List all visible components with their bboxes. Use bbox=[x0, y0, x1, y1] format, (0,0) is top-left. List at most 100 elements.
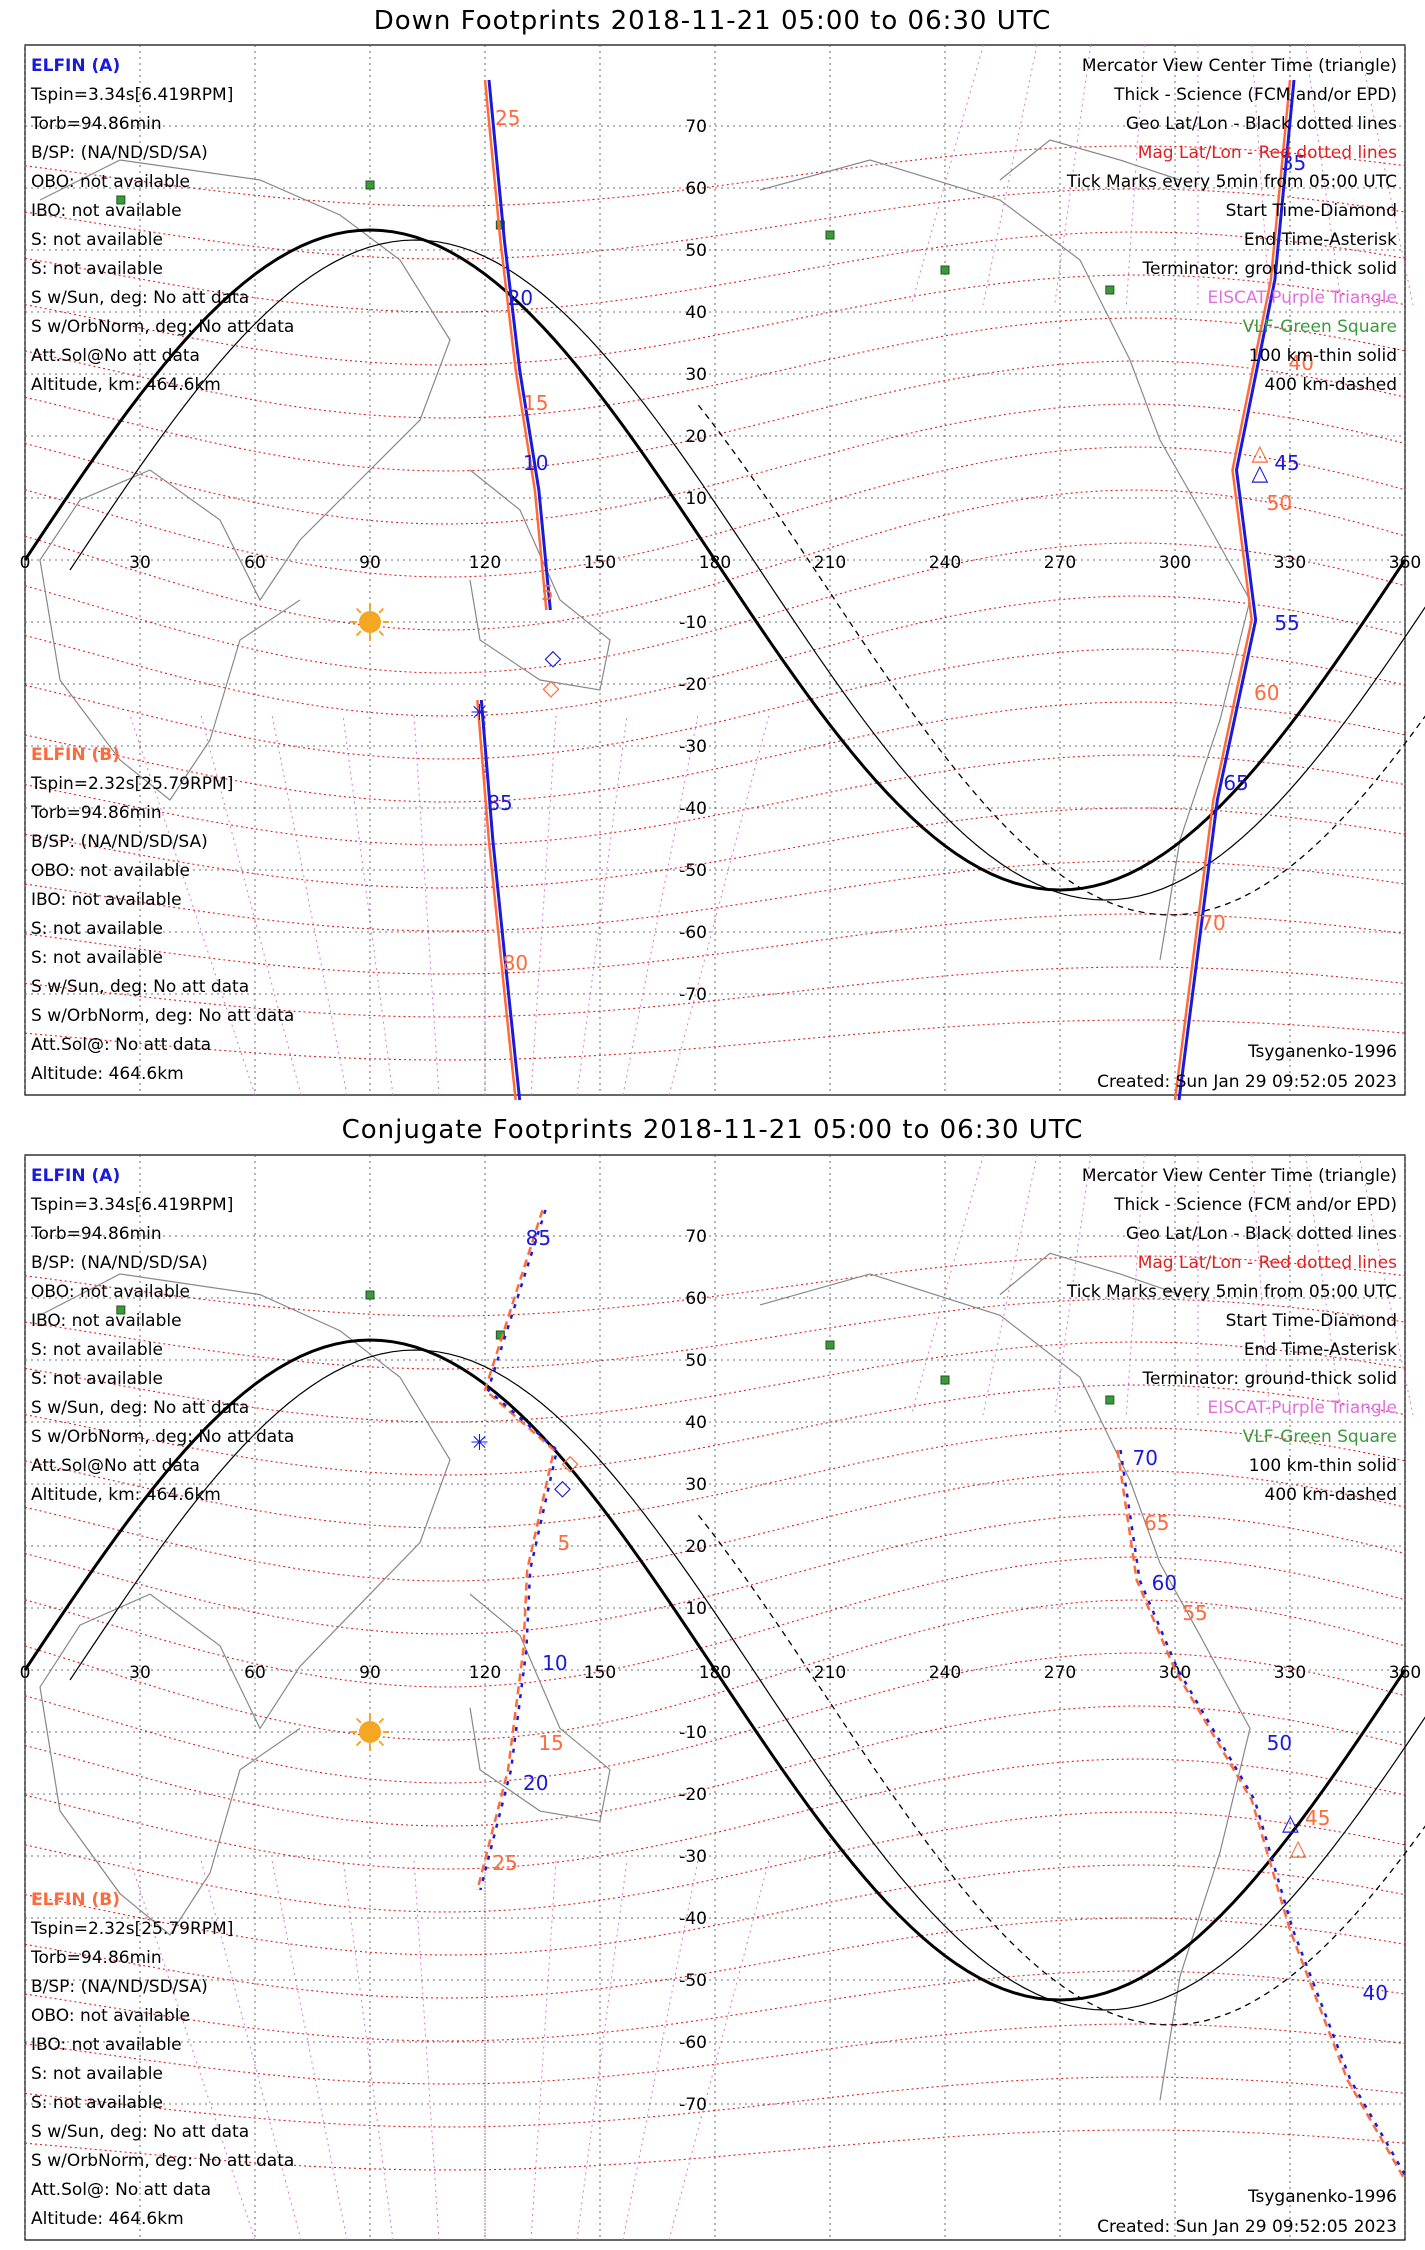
lat-tick-label: 30 bbox=[685, 1475, 707, 1495]
lat-tick-label: 10 bbox=[685, 489, 707, 509]
track-elfin-a-west bbox=[487, 79, 552, 611]
lat-tick-label: -70 bbox=[679, 985, 707, 1005]
track-tick-label: 50 bbox=[1267, 491, 1292, 515]
terminator-ground bbox=[23, 1338, 1407, 2002]
elfin-a-info-line: S w/OrbNorm, deg: No att data bbox=[31, 1427, 294, 1447]
legend-line: Thick - Science (FCM and/or EPD) bbox=[1113, 1195, 1397, 1215]
lon-tick-label: 300 bbox=[1159, 1663, 1191, 1683]
elfin-a-info-line: Att.Sol@No att data bbox=[31, 346, 200, 366]
elfin-b-info-line: Torb=94.86min bbox=[30, 1948, 162, 1968]
sun-icon bbox=[359, 611, 381, 633]
lat-tick-label: 20 bbox=[685, 427, 707, 447]
lon-tick-label: 0 bbox=[20, 1663, 31, 1683]
track-tick-label: 60 bbox=[1152, 1571, 1177, 1595]
track-tick-label: 20 bbox=[523, 1771, 548, 1795]
mag-lon-line bbox=[530, 1859, 557, 2241]
coastline bbox=[759, 1273, 1251, 2101]
legend-line: Mag Lat/Lon - Red dotted lines bbox=[1138, 143, 1397, 163]
elfin-b-label: ELFIN (B) bbox=[31, 745, 120, 765]
vlf-station-icon bbox=[116, 1305, 126, 1315]
lon-tick-label: 240 bbox=[929, 553, 961, 573]
elfin-b-info-line: S: not available bbox=[31, 2093, 163, 2113]
lon-tick-label: 60 bbox=[244, 1663, 266, 1683]
legend-line: Tick Marks every 5min from 05:00 UTC bbox=[1066, 1282, 1397, 1302]
legend-line: Mag Lat/Lon - Red dotted lines bbox=[1138, 1253, 1397, 1273]
legend-line: 400 km-dashed bbox=[1265, 375, 1397, 395]
legend-line: 400 km-dashed bbox=[1265, 1485, 1397, 1505]
elfin-a-info-line: B/SP: (NA/ND/SD/SA) bbox=[31, 1253, 208, 1273]
lon-tick-label: 210 bbox=[814, 553, 846, 573]
track-tick-label: 65 bbox=[1223, 771, 1248, 795]
lon-tick-label: 90 bbox=[359, 1663, 381, 1683]
track-tick-label: 15 bbox=[538, 1731, 563, 1755]
terminator-100km bbox=[69, 1349, 1425, 2011]
lon-tick-label: 210 bbox=[814, 1663, 846, 1683]
lat-tick-label: -60 bbox=[679, 2033, 707, 2053]
elfin-b-info-line: S w/Sun, deg: No att data bbox=[31, 977, 249, 997]
elfin-a-info-line: S: not available bbox=[31, 1340, 163, 1360]
lon-tick-label: 30 bbox=[129, 553, 151, 573]
elfin-b-info-line: B/SP: (NA/ND/SD/SA) bbox=[31, 1977, 208, 1997]
terminator-400km bbox=[697, 404, 1425, 916]
elfin-a-info-line: S: not available bbox=[31, 230, 163, 250]
sun-ray bbox=[378, 1740, 385, 1747]
elfin-b-info-line: Altitude: 464.6km bbox=[31, 2209, 184, 2229]
coastline bbox=[39, 159, 451, 801]
elfin-b-info-line: IBO: not available bbox=[31, 890, 182, 910]
elfin-a-info-line: Torb=94.86min bbox=[30, 114, 162, 134]
lon-tick-label: 150 bbox=[584, 1663, 616, 1683]
mag-lat-line bbox=[24, 2129, 1406, 2171]
legend-line: EISCAT-Purple Triangle bbox=[1207, 1398, 1397, 1418]
mag-lon-line bbox=[1054, 44, 1092, 306]
track-tick-label: 5 bbox=[541, 581, 554, 605]
track-tick-label: 70 bbox=[1200, 911, 1225, 935]
elfin-b-info-line: Altitude: 464.6km bbox=[31, 1064, 184, 1084]
mag-lat-line bbox=[24, 1298, 1406, 1370]
center-triangle-b: △ bbox=[1290, 1836, 1307, 1861]
mag-lon-line bbox=[413, 714, 440, 1096]
lat-tick-label: 30 bbox=[685, 365, 707, 385]
mag-lat-line bbox=[24, 403, 1406, 525]
created-label: Created: Sun Jan 29 09:52:05 2023 bbox=[1097, 2217, 1397, 2237]
mag-lon-line bbox=[129, 1859, 256, 2241]
legend-line: Geo Lat/Lon - Black dotted lines bbox=[1126, 114, 1397, 134]
elfin-a-info-line: S w/OrbNorm, deg: No att data bbox=[31, 317, 294, 337]
mag-lon-line bbox=[668, 714, 770, 1096]
track-tick-label: 55 bbox=[1182, 1601, 1207, 1625]
sun-ray bbox=[355, 1740, 362, 1747]
elfin-a-info-line: OBO: not available bbox=[31, 172, 190, 192]
lat-tick-label: -40 bbox=[679, 1909, 707, 1929]
vlf-station-icon bbox=[116, 195, 126, 205]
lon-tick-label: 90 bbox=[359, 553, 381, 573]
sun-icon bbox=[359, 1721, 381, 1743]
start-diamond-a: ◇ bbox=[554, 1476, 571, 1501]
coastline bbox=[759, 159, 1251, 961]
track-elfin-b-conj-east bbox=[1116, 1449, 1407, 2181]
lat-tick-label: 60 bbox=[685, 1289, 707, 1309]
lon-tick-label: 120 bbox=[469, 553, 501, 573]
mag-lon-line bbox=[129, 714, 256, 1096]
start-diamond-a: ◇ bbox=[545, 646, 562, 671]
legend-line: End Time-Asterisk bbox=[1244, 1340, 1397, 1360]
lat-tick-label: 10 bbox=[685, 1599, 707, 1619]
panel-1-title: Down Footprints 2018-11-21 05:00 to 06:3… bbox=[373, 6, 1052, 36]
elfin-a-info-line: Torb=94.86min bbox=[30, 1224, 162, 1244]
mag-lon-line bbox=[622, 714, 699, 1096]
coastline bbox=[999, 139, 1181, 181]
elfin-a-info-line: Altitude, km: 464.6km bbox=[31, 1485, 221, 1505]
terminator-400km bbox=[697, 1514, 1425, 2026]
lat-tick-label: -30 bbox=[679, 1847, 707, 1867]
lon-tick-label: 180 bbox=[699, 553, 731, 573]
track-tick-label: 60 bbox=[1254, 681, 1279, 705]
legend-line: Start Time-Diamond bbox=[1226, 201, 1397, 221]
elfin-a-info-line: Tspin=3.34s[6.419RPM] bbox=[30, 85, 233, 105]
vlf-station-icon bbox=[940, 265, 950, 275]
mag-lat-line bbox=[24, 360, 1406, 472]
vlf-station-icon bbox=[825, 230, 835, 240]
lon-tick-label: 120 bbox=[469, 1663, 501, 1683]
elfin-a-info-line: Altitude, km: 464.6km bbox=[31, 375, 221, 395]
terminator-100km bbox=[69, 239, 1425, 901]
mag-lon-line bbox=[1054, 1154, 1092, 1416]
legend-line: VLF-Green Square bbox=[1243, 317, 1397, 337]
mag-lat-line bbox=[24, 595, 1406, 717]
